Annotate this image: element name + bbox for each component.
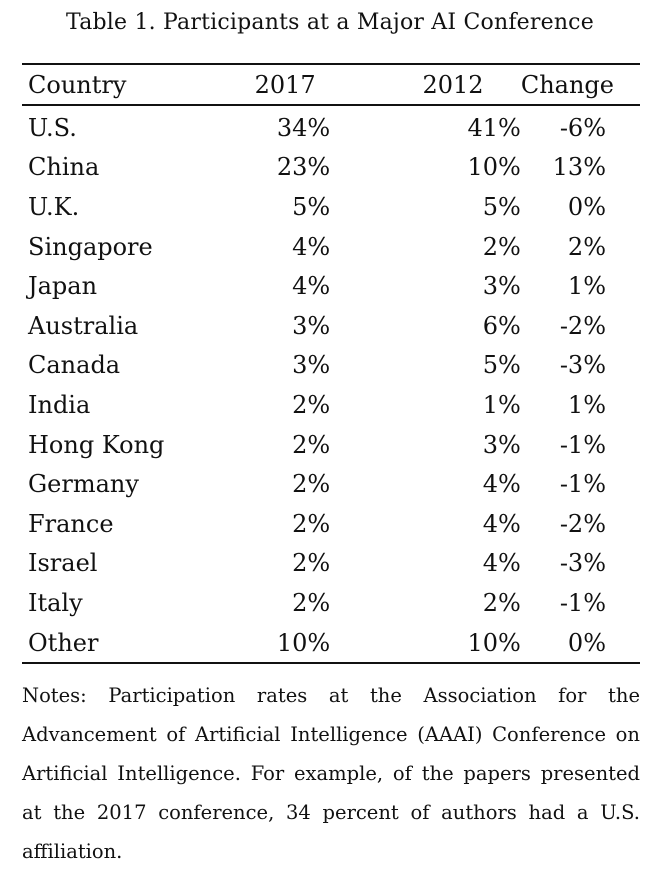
cell-change: -2% xyxy=(559,311,606,340)
cell-2017: 2% xyxy=(292,470,331,499)
participants-table-container: Country 2017 2012 Change U.S. 34% 41% -6% Ch… xyxy=(22,63,640,665)
cell-country: Hong Kong xyxy=(28,430,165,459)
cell-change: -3% xyxy=(559,549,606,578)
cell-2012: 4% xyxy=(482,470,521,499)
table-row: U.S. 34% 41% -6% xyxy=(22,105,640,148)
cell-change: -1% xyxy=(559,588,606,617)
cell-2012: 5% xyxy=(482,351,521,380)
cell-2012: 3% xyxy=(482,272,521,301)
cell-2012: 4% xyxy=(482,549,521,578)
table-title: Table 1. Participants at a Major AI Conf… xyxy=(66,10,594,35)
cell-2012: 41% xyxy=(467,113,521,142)
header-row: Country 2017 2012 Change xyxy=(22,65,640,106)
table-notes: Notes: Participation rates at the Associ… xyxy=(22,684,640,863)
cell-country: Australia xyxy=(28,311,139,340)
table-row: France 2% 4% -2% xyxy=(22,504,640,544)
cell-change: -1% xyxy=(559,430,606,459)
cell-change: -2% xyxy=(559,509,606,538)
cell-change: 2% xyxy=(567,232,606,261)
cell-2017: 4% xyxy=(292,272,331,301)
cell-country: Canada xyxy=(28,351,121,380)
header-2012: 2012 xyxy=(330,65,521,106)
cell-2017: 2% xyxy=(292,509,331,538)
table-row: China 23% 10% 13% xyxy=(22,148,640,188)
cell-change: -1% xyxy=(559,470,606,499)
cell-change: 1% xyxy=(567,390,606,419)
cell-country: Germany xyxy=(28,470,139,499)
cell-change: -3% xyxy=(559,351,606,380)
cell-2012: 10% xyxy=(467,628,521,657)
table-row: India 2% 1% 1% xyxy=(22,385,640,425)
table-row: Italy 2% 2% -1% xyxy=(22,583,640,623)
cell-country: U.K. xyxy=(28,192,80,221)
cell-2017: 5% xyxy=(292,192,331,221)
cell-2017: 23% xyxy=(276,153,331,182)
cell-change: 0% xyxy=(567,628,606,657)
participants-table: Country 2017 2012 Change U.S. 34% 41% -6% Ch… xyxy=(22,65,640,662)
table-row: U.K. 5% 5% 0% xyxy=(22,187,640,227)
table-row: Australia 3% 6% -2% xyxy=(22,306,640,346)
cell-change: 0% xyxy=(567,192,606,221)
cell-country: India xyxy=(28,390,91,419)
header-country: Country xyxy=(22,65,201,106)
cell-2017: 4% xyxy=(292,232,331,261)
cell-country: U.S. xyxy=(28,113,77,142)
cell-change: 13% xyxy=(552,153,606,182)
table-row: Hong Kong 2% 3% -1% xyxy=(22,425,640,465)
cell-2017: 2% xyxy=(292,430,331,459)
cell-2012: 1% xyxy=(482,390,521,419)
table-row: Other 10% 10% 0% xyxy=(22,623,640,663)
table-row: Germany 2% 4% -1% xyxy=(22,464,640,504)
header-2017: 2017 xyxy=(200,65,331,106)
cell-country: Italy xyxy=(28,588,83,617)
cell-2012: 3% xyxy=(482,430,521,459)
cell-country: Other xyxy=(28,628,99,657)
cell-2017: 2% xyxy=(292,588,331,617)
cell-2012: 5% xyxy=(482,192,521,221)
cell-2017: 2% xyxy=(292,549,331,578)
table-row: Singapore 4% 2% 2% xyxy=(22,227,640,267)
table-row: Israel 2% 4% -3% xyxy=(22,544,640,584)
cell-country: Singapore xyxy=(28,232,153,261)
cell-2012: 2% xyxy=(482,588,521,617)
cell-2012: 10% xyxy=(467,153,521,182)
cell-country: Japan xyxy=(28,272,98,301)
table-row: Canada 3% 5% -3% xyxy=(22,346,640,386)
table-row: Japan 4% 3% 1% xyxy=(22,266,640,306)
cell-2017: 2% xyxy=(292,390,331,419)
cell-country: China xyxy=(28,153,100,182)
cell-2017: 10% xyxy=(276,628,331,657)
cell-country: Israel xyxy=(28,549,98,578)
cell-2012: 6% xyxy=(482,311,521,340)
cell-country: France xyxy=(28,509,114,538)
cell-2017: 3% xyxy=(292,351,331,380)
document-page: Table 1. Participants at a Major AI Conf… xyxy=(22,10,640,863)
cell-2012: 2% xyxy=(482,232,521,261)
cell-2012: 4% xyxy=(482,509,521,538)
cell-2017: 3% xyxy=(292,311,331,340)
table-header: Country 2017 2012 Change xyxy=(22,65,640,106)
cell-change: -6% xyxy=(559,113,606,142)
table-body: U.S. 34% 41% -6% China 23% 10% 13% U.K. 5% 5% 0% Sin… xyxy=(22,105,640,662)
header-change: Change xyxy=(520,65,640,106)
cell-2017: 34% xyxy=(276,113,331,142)
cell-change: 1% xyxy=(567,272,606,301)
